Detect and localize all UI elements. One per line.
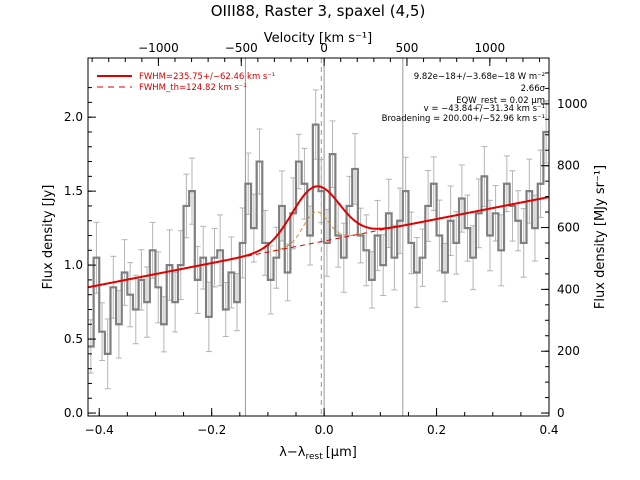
right-tick-label: 200: [557, 344, 580, 358]
legend: FWHM=235.75+/−62.46 km s⁻¹ FWHM_th=124.8…: [97, 72, 275, 93]
top-tick-label: 1000: [475, 41, 506, 55]
y-tick-label: 1.0: [64, 258, 83, 272]
x-axis-label-unit: [μm]: [326, 445, 357, 460]
gaussian-fit: [88, 185, 549, 289]
x-axis-label-sub: rest: [305, 452, 323, 462]
x-axis-label: λ−λrest [μm]: [279, 445, 357, 462]
annotation-flux: 9.82e−18+/−3.68e−18 W m⁻²: [414, 72, 545, 82]
top-tick-label: 500: [396, 41, 419, 55]
x-tick-label: 0.0: [315, 423, 334, 437]
annotation-eqw: EQW_rest = 0.02 μm: [456, 96, 545, 106]
right-tick-label: 1000: [557, 97, 588, 111]
legend-fwhm-th: FWHM_th=124.82 km s⁻¹: [139, 83, 247, 93]
y-tick-label: 0.0: [64, 406, 83, 420]
spectrum-series: [88, 123, 549, 355]
top-tick-label: 0: [320, 41, 328, 55]
x-tick-label: −0.2: [197, 423, 226, 437]
top-tick-label: −1000: [138, 41, 179, 55]
right-axis-label: Flux density [MJy sr⁻¹]: [593, 165, 608, 309]
top-axis: −1000 −500 0 500 1000: [91, 41, 541, 66]
top-tick-label: −500: [225, 41, 258, 55]
y-axis-label: Flux density [Jy]: [41, 185, 56, 290]
y-axis: 0.0 0.5 1.0 1.5 2.0: [64, 87, 96, 420]
y-tick-label: 0.5: [64, 332, 83, 346]
x-axis: −0.4 −0.2 0.0 0.2 0.4: [85, 408, 559, 437]
x-axis-label-main: λ−λ: [279, 445, 306, 460]
right-tick-label: 400: [557, 282, 580, 296]
right-axis: 0 200 400 600 800 1000: [541, 72, 588, 420]
instrumental-profile: [265, 211, 366, 254]
right-tick-label: 600: [557, 221, 580, 235]
annotation-significance: 2.66σ: [521, 84, 546, 94]
fit-curves: [88, 185, 549, 289]
plot-frame: [87, 57, 550, 417]
right-tick-label: 0: [557, 406, 565, 420]
spectrum-line: [88, 123, 549, 355]
chart-title: OIII88, Raster 3, spaxel (4,5): [211, 2, 426, 20]
annotation-velocity: v = −43.84+/−31.34 km s⁻¹: [424, 104, 545, 114]
x-tick-label: −0.4: [85, 423, 114, 437]
top-axis-label: Velocity [km s⁻¹]: [264, 31, 372, 46]
x-tick-label: 0.4: [539, 423, 558, 437]
right-tick-label: 800: [557, 159, 580, 173]
y-tick-label: 2.0: [64, 110, 83, 124]
legend-fwhm: FWHM=235.75+/−62.46 km s⁻¹: [139, 72, 275, 82]
annotations: 9.82e−18+/−3.68e−18 W m⁻² 2.66σ EQW_rest…: [382, 72, 546, 124]
x-tick-label: 0.2: [427, 423, 446, 437]
y-tick-label: 1.5: [64, 184, 83, 198]
annotation-broadening: Broadening = 200.00+/−52.96 km s⁻¹: [382, 114, 545, 124]
